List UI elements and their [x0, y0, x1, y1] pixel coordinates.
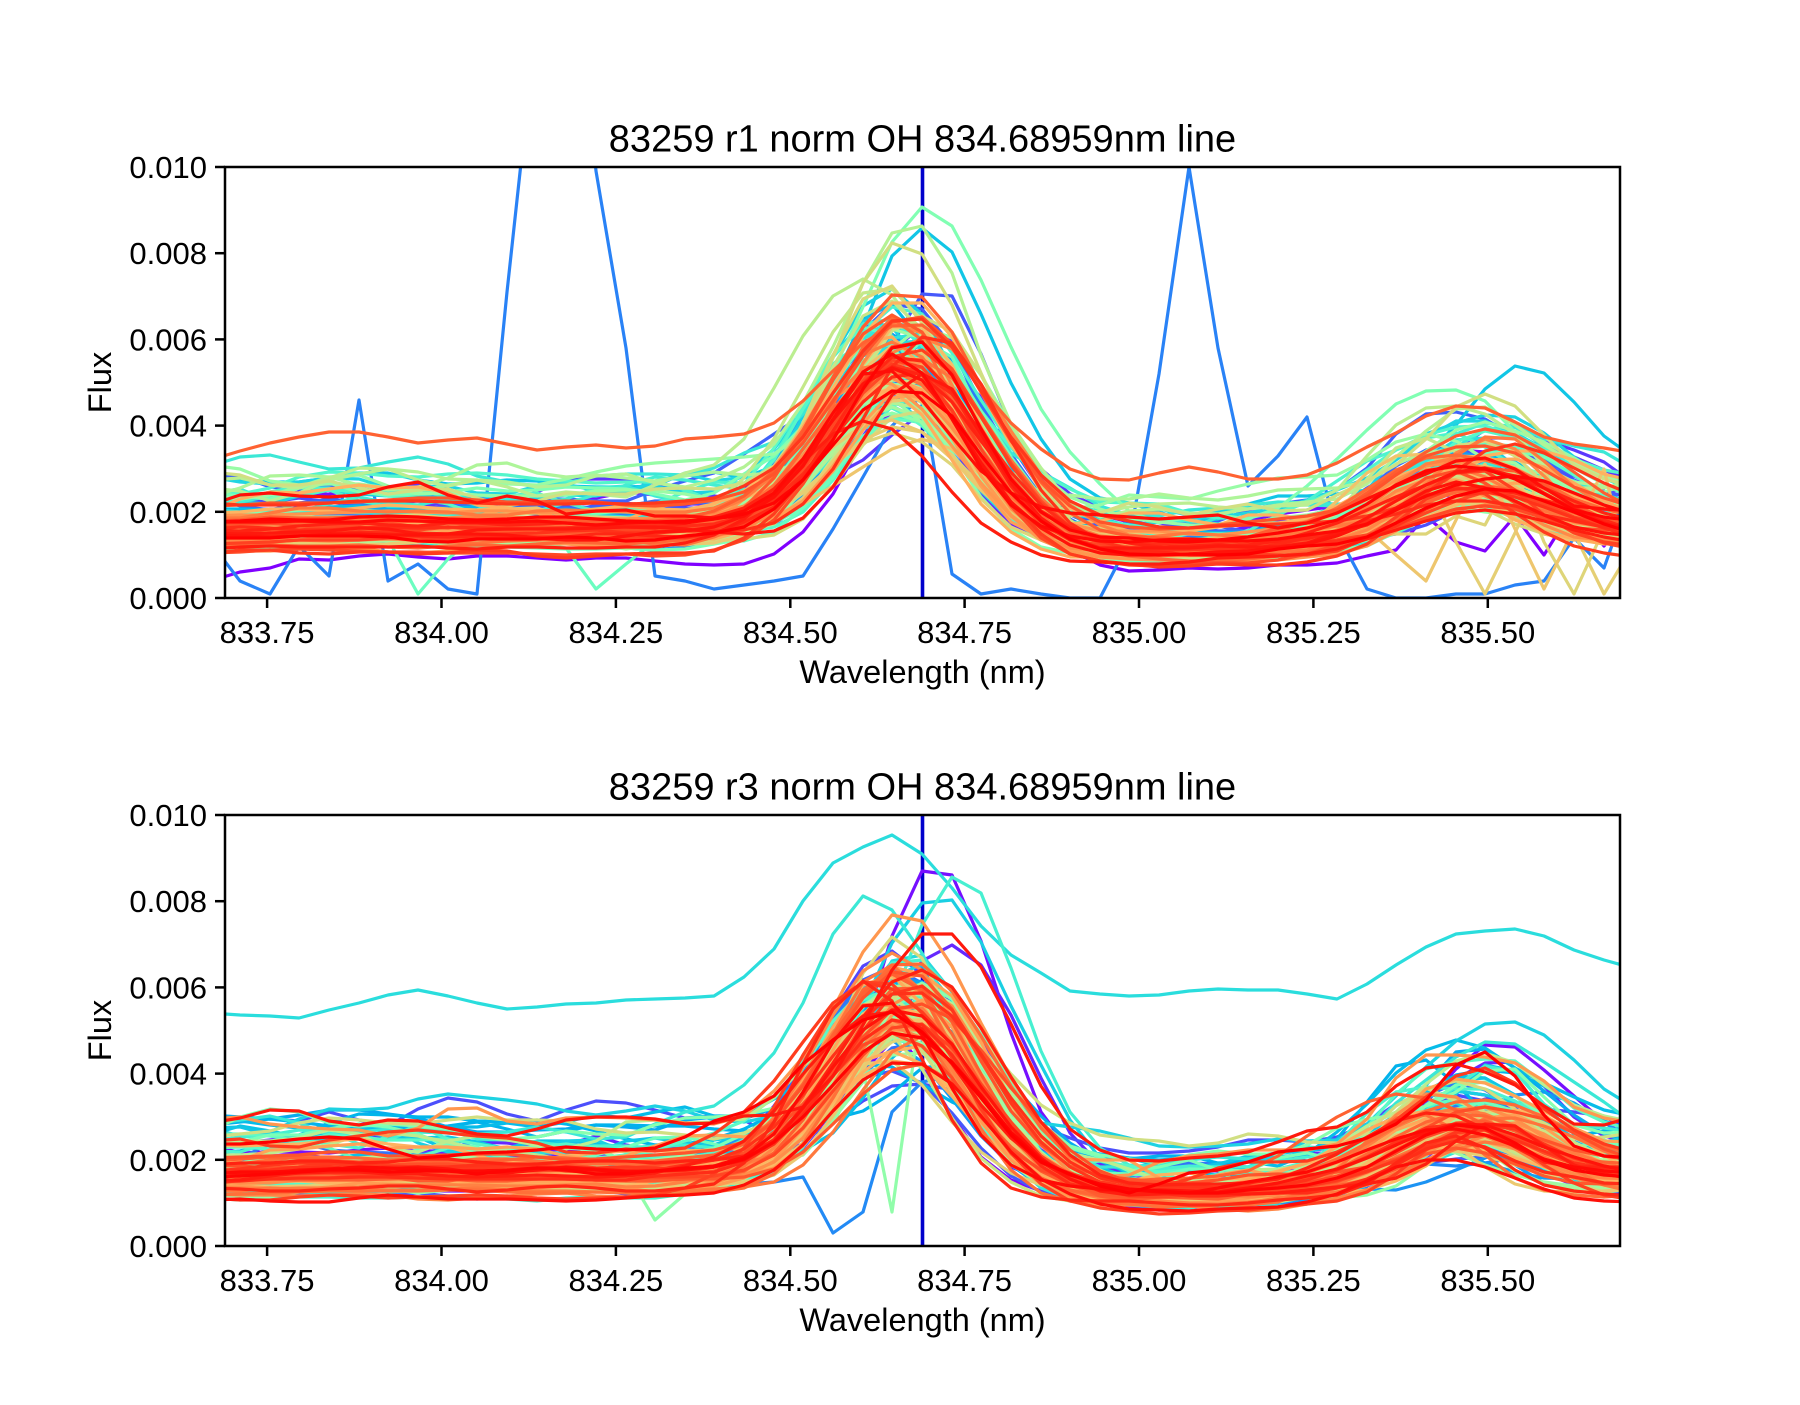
svg-text:834.00: 834.00 [394, 1263, 489, 1298]
svg-text:0.010: 0.010 [129, 150, 207, 185]
svg-text:834.75: 834.75 [917, 615, 1012, 650]
svg-text:0.006: 0.006 [129, 322, 207, 357]
svg-text:834.25: 834.25 [568, 1263, 663, 1298]
svg-text:835.00: 835.00 [1092, 615, 1187, 650]
svg-text:835.50: 835.50 [1440, 1263, 1535, 1298]
svg-text:834.75: 834.75 [917, 1263, 1012, 1298]
svg-text:834.50: 834.50 [743, 1263, 838, 1298]
svg-text:Wavelength (nm): Wavelength (nm) [799, 1302, 1045, 1338]
svg-text:0.000: 0.000 [129, 581, 207, 616]
svg-text:835.00: 835.00 [1092, 1263, 1187, 1298]
svg-text:0.010: 0.010 [129, 798, 207, 833]
svg-text:83259 r3 norm OH 834.68959nm l: 83259 r3 norm OH 834.68959nm line [609, 767, 1236, 809]
svg-text:835.25: 835.25 [1266, 615, 1361, 650]
svg-text:0.000: 0.000 [129, 1229, 207, 1264]
svg-text:0.004: 0.004 [129, 409, 207, 444]
svg-text:Flux: Flux [82, 1000, 118, 1061]
svg-text:0.002: 0.002 [129, 495, 207, 530]
svg-text:0.006: 0.006 [129, 970, 207, 1005]
svg-text:834.25: 834.25 [568, 615, 663, 650]
svg-text:0.008: 0.008 [129, 884, 207, 919]
svg-text:Wavelength (nm): Wavelength (nm) [799, 654, 1045, 690]
svg-text:0.004: 0.004 [129, 1057, 207, 1092]
svg-text:83259 r1 norm OH 834.68959nm l: 83259 r1 norm OH 834.68959nm line [609, 119, 1236, 161]
svg-text:835.50: 835.50 [1440, 615, 1535, 650]
svg-text:834.50: 834.50 [743, 615, 838, 650]
svg-text:Flux: Flux [82, 352, 118, 413]
svg-text:835.25: 835.25 [1266, 1263, 1361, 1298]
svg-text:0.008: 0.008 [129, 236, 207, 271]
svg-text:834.00: 834.00 [394, 615, 489, 650]
svg-text:0.002: 0.002 [129, 1143, 207, 1178]
svg-text:833.75: 833.75 [220, 1263, 315, 1298]
svg-text:833.75: 833.75 [220, 615, 315, 650]
